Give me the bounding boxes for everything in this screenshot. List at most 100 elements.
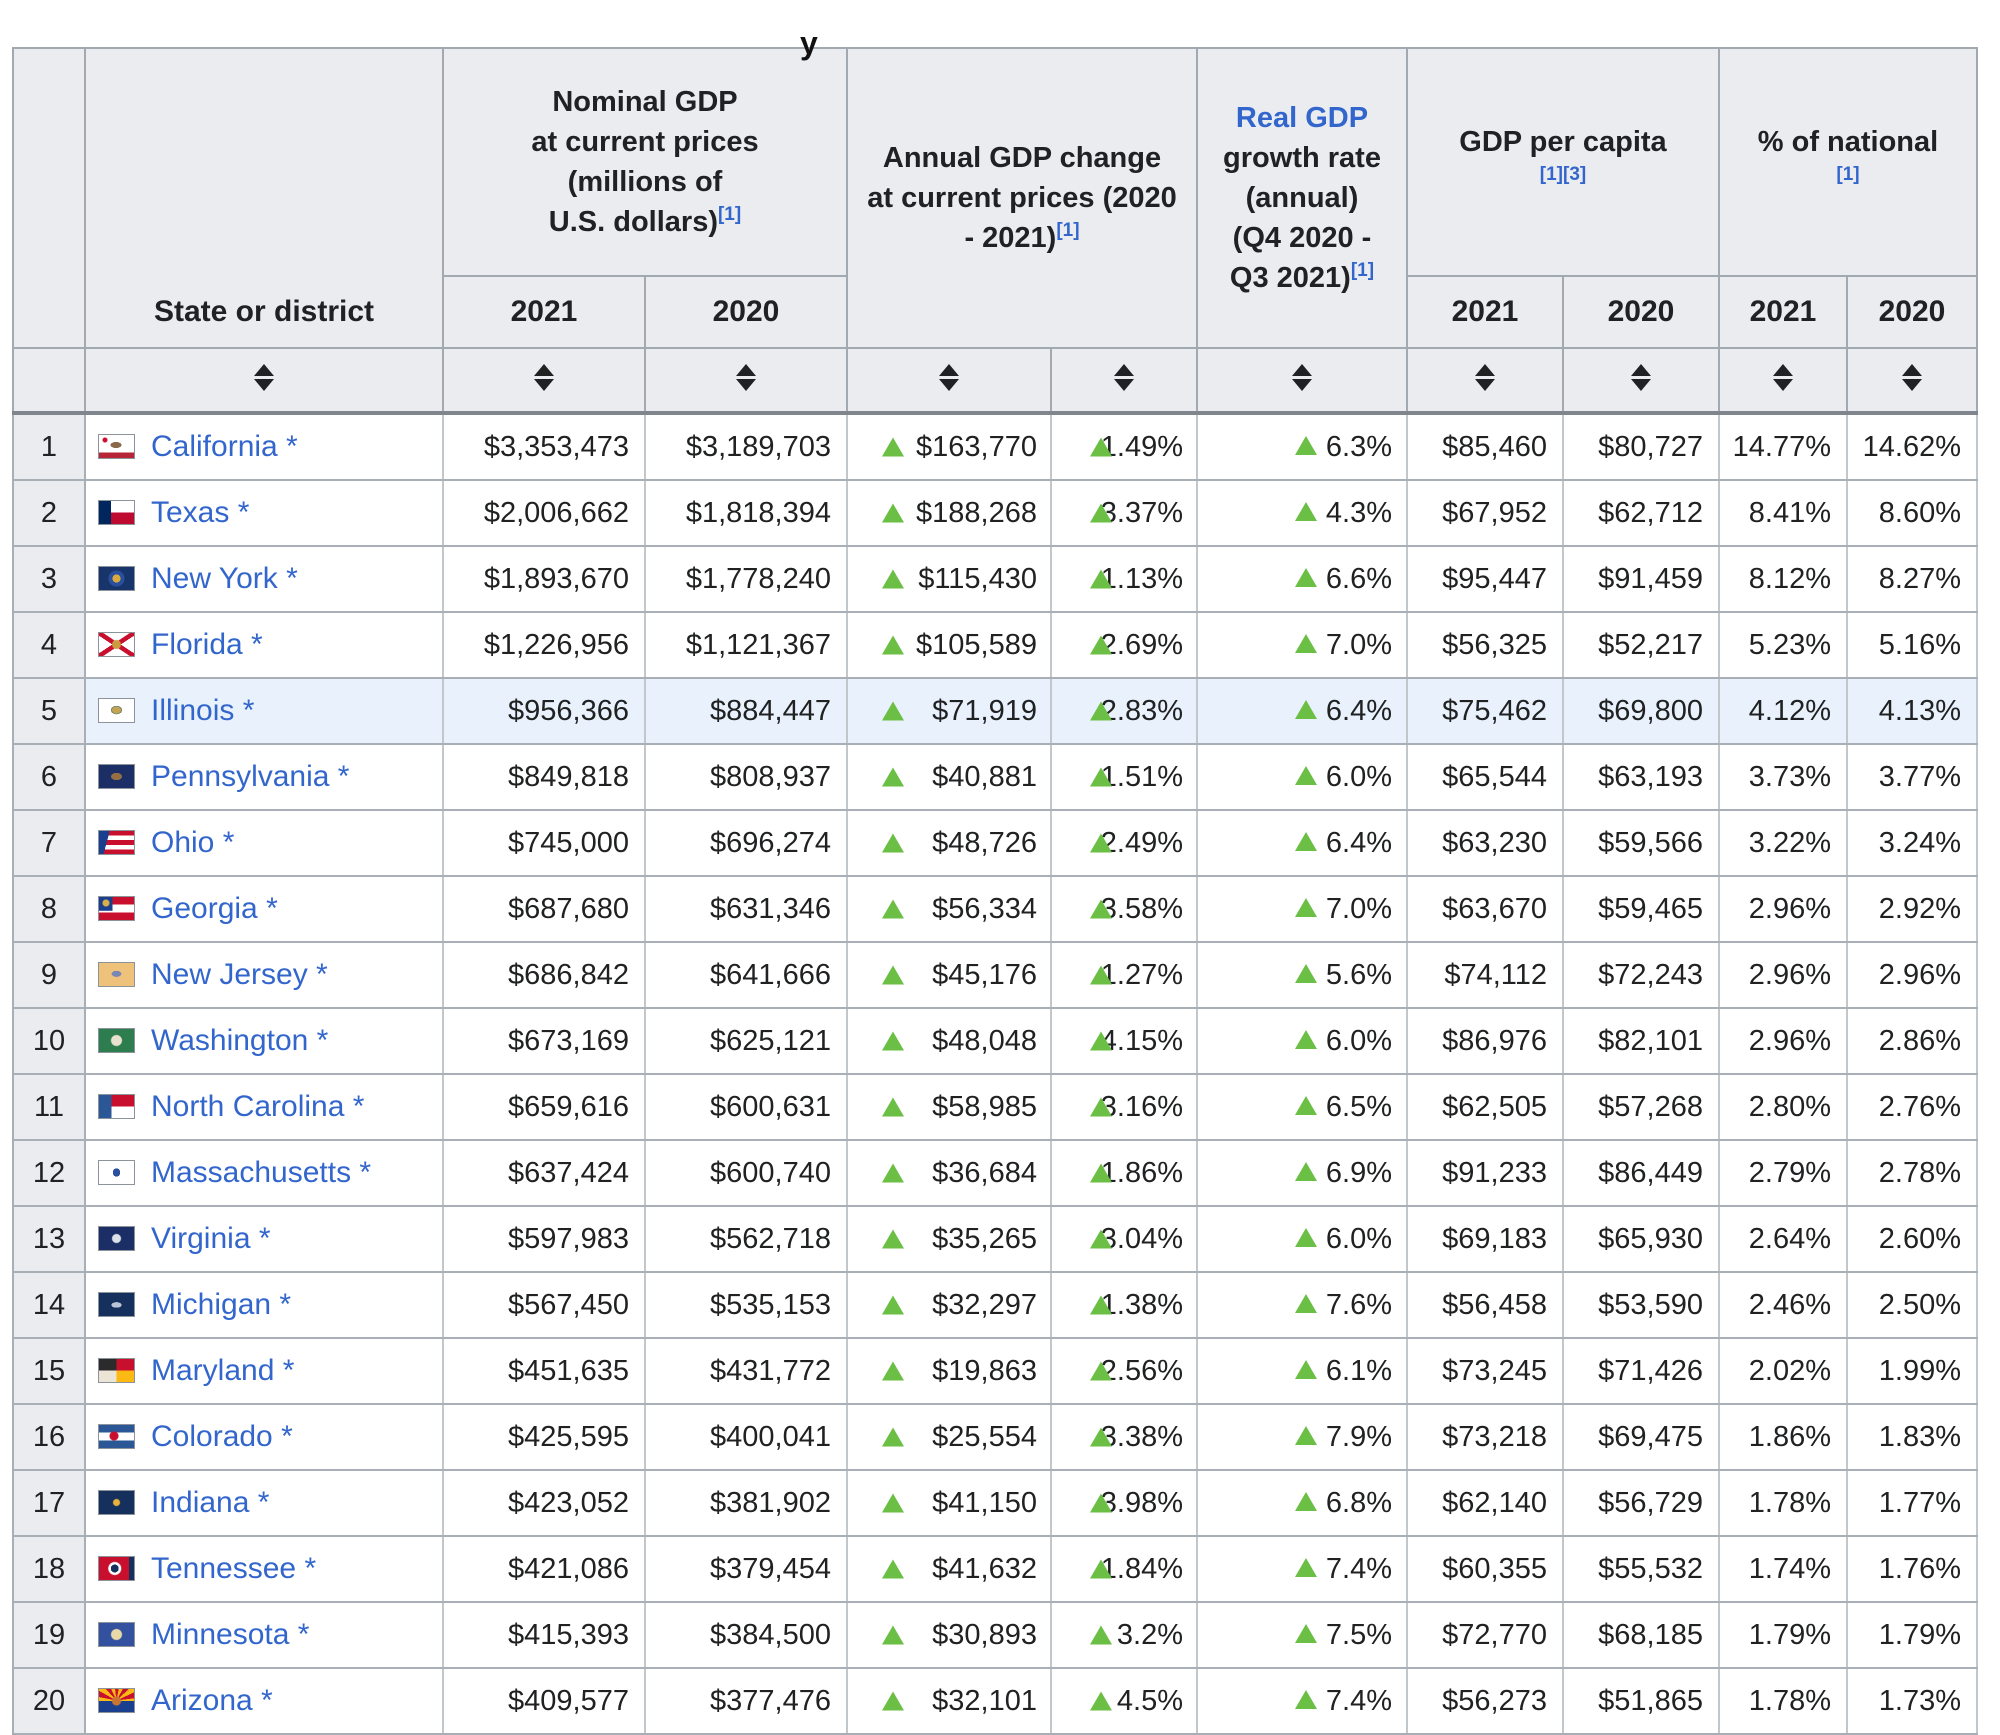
state-link[interactable]: New Jersey *	[151, 958, 328, 991]
national-2020-cell: 1.99%	[1846, 1337, 1978, 1405]
ref-1-link[interactable]: [1]	[1350, 260, 1375, 282]
rank-cell: 18	[12, 1535, 86, 1603]
change-usd-cell: $32,297	[846, 1271, 1052, 1339]
sort-cell-state[interactable]	[84, 347, 444, 415]
capita-2021-cell: $62,505	[1406, 1073, 1564, 1141]
nominal-2021-cell: $956,366	[442, 677, 646, 745]
national-2021-cell: 1.86%	[1718, 1403, 1848, 1471]
nominal-2020-cell: $535,153	[644, 1271, 848, 1339]
sort-cell-change-pct[interactable]	[1050, 347, 1198, 415]
capita-2020-cell: $52,217	[1562, 611, 1720, 679]
state-link[interactable]: Minnesota *	[151, 1618, 310, 1651]
national-2020-cell: 1.77%	[1846, 1469, 1978, 1537]
nominal-2021-cell: $409,577	[442, 1667, 646, 1735]
nominal-2021-cell: $425,595	[442, 1403, 646, 1471]
increase-icon	[1090, 503, 1112, 523]
state-link[interactable]: Maryland *	[151, 1354, 295, 1387]
state-link[interactable]: Texas *	[151, 496, 250, 529]
increase-icon	[1090, 1427, 1112, 1447]
state-link[interactable]: North Carolina *	[151, 1090, 365, 1123]
nominal-2021-header: 2021	[442, 275, 646, 349]
nominal-2021-cell: $415,393	[442, 1601, 646, 1669]
change-usd-cell: $48,726	[846, 809, 1052, 877]
state-link[interactable]: Virginia *	[151, 1222, 271, 1255]
capita-2021-cell: $86,976	[1406, 1007, 1564, 1075]
national-2020-cell: 8.60%	[1846, 479, 1978, 547]
increase-icon	[1090, 1163, 1112, 1183]
change-pct-cell: 4.5%	[1050, 1667, 1198, 1735]
ref-1-link[interactable]: [1]	[717, 204, 742, 226]
ref-3-link[interactable]: [3]	[1563, 164, 1587, 186]
ref-1-link[interactable]: [1]	[1056, 220, 1080, 242]
change-pct-cell: 1.84%	[1050, 1535, 1198, 1603]
sort-cell-national-2020[interactable]	[1846, 347, 1978, 415]
table-row: 12 Massachusetts * $637,424 $600,740 $36…	[12, 1139, 1978, 1207]
rank-cell: 19	[12, 1601, 86, 1669]
state-cell: Georgia *	[84, 875, 444, 943]
increase-icon	[1294, 1227, 1317, 1247]
capita-2021-cell: $60,355	[1406, 1535, 1564, 1603]
ref-1-link[interactable]: [1]	[1836, 164, 1860, 186]
nominal-2021-cell: $451,635	[442, 1337, 646, 1405]
sort-icon	[1631, 364, 1651, 391]
sort-cell-nominal-2021[interactable]	[442, 347, 646, 415]
sort-cell-nominal-2020[interactable]	[644, 347, 848, 415]
real-gdp-link[interactable]: Real GDP	[1235, 102, 1369, 134]
capita-2021-cell: $65,544	[1406, 743, 1564, 811]
increase-icon	[1294, 501, 1317, 521]
state-flag-icon	[98, 896, 135, 921]
real-gdp-growth-cell: 6.5%	[1196, 1073, 1408, 1141]
state-link[interactable]: Colorado *	[151, 1420, 293, 1453]
state-link[interactable]: Ohio *	[151, 826, 235, 859]
nominal-2020-cell: $3,189,703	[644, 412, 848, 481]
real-gdp-growth-cell: 6.3%	[1196, 412, 1408, 481]
table-row: 4 Florida * $1,226,956 $1,121,367 $105,5…	[12, 611, 1978, 679]
state-link[interactable]: Georgia *	[151, 892, 278, 925]
state-flag-icon	[98, 830, 135, 855]
state-link[interactable]: Illinois *	[151, 694, 255, 727]
increase-icon	[882, 1691, 904, 1711]
change-pct-cell: 2.69%	[1050, 611, 1198, 679]
rank-cell: 7	[12, 809, 86, 877]
sort-icon	[1292, 364, 1312, 391]
sort-cell-capita-2020[interactable]	[1562, 347, 1720, 415]
state-link[interactable]: California *	[151, 430, 298, 463]
state-link[interactable]: Indiana *	[151, 1486, 270, 1519]
national-2020-cell: 14.62%	[1846, 412, 1978, 481]
increase-icon	[1294, 963, 1317, 983]
nominal-2021-cell: $423,052	[442, 1469, 646, 1537]
capita-2021-cell: $56,325	[1406, 611, 1564, 679]
change-pct-cell: 3.98%	[1050, 1469, 1198, 1537]
sort-cell-national-2021[interactable]	[1718, 347, 1848, 415]
state-link[interactable]: Tennessee *	[151, 1552, 317, 1585]
state-cell: Arizona *	[84, 1667, 444, 1735]
nominal-2021-cell: $637,424	[442, 1139, 646, 1207]
state-link[interactable]: Arizona *	[151, 1684, 273, 1717]
nominal-2020-header: 2020	[644, 275, 848, 349]
state-link[interactable]: Florida *	[151, 628, 263, 661]
sort-cell-capita-2021[interactable]	[1406, 347, 1564, 415]
change-pct-cell: 3.37%	[1050, 479, 1198, 547]
sort-cell-real-gdp[interactable]	[1196, 347, 1408, 415]
nominal-2020-cell: $600,740	[644, 1139, 848, 1207]
increase-icon	[1090, 1493, 1112, 1513]
capita-2020-cell: $63,193	[1562, 743, 1720, 811]
state-flag-icon	[98, 1424, 135, 1449]
national-2021-cell: 2.96%	[1718, 1007, 1848, 1075]
nominal-2020-cell: $377,476	[644, 1667, 848, 1735]
state-link[interactable]: Michigan *	[151, 1288, 292, 1321]
state-link[interactable]: New York *	[151, 562, 298, 595]
national-2020-cell: 8.27%	[1846, 545, 1978, 613]
state-link[interactable]: Washington *	[151, 1024, 329, 1057]
nominal-2020-cell: $400,041	[644, 1403, 848, 1471]
sort-icon	[1114, 364, 1134, 391]
capita-2021-cell: $75,462	[1406, 677, 1564, 745]
sort-cell-change-usd[interactable]	[846, 347, 1052, 415]
table-row: 9 New Jersey * $686,842 $641,666 $45,176…	[12, 941, 1978, 1009]
state-link[interactable]: Massachusetts *	[151, 1156, 372, 1189]
change-usd-cell: $163,770	[846, 412, 1052, 481]
increase-icon	[882, 1361, 904, 1381]
state-link[interactable]: Pennsylvania *	[151, 760, 350, 793]
change-usd-cell: $56,334	[846, 875, 1052, 943]
ref-1-link[interactable]: [1]	[1539, 164, 1563, 186]
